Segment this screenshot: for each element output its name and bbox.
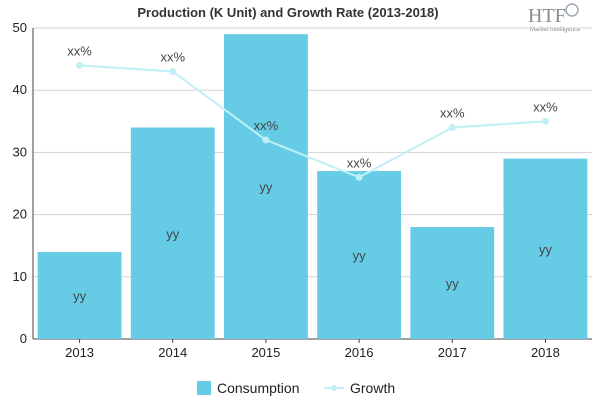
x-tick-label: 2014 — [158, 345, 187, 360]
growth-point — [76, 61, 84, 69]
bar-2017 — [410, 227, 495, 339]
consumption-bars — [37, 34, 588, 340]
bar-labels: yy yy yy yy yy yy — [73, 180, 552, 304]
growth-value-label: xx% — [160, 50, 185, 65]
growth-line — [79, 64, 546, 179]
growth-point — [169, 68, 177, 76]
legend-consumption-label: Consumption — [217, 380, 300, 396]
htf-logo: HTF Market Intelligence — [528, 3, 581, 33]
logo-text: HTF — [528, 5, 566, 27]
x-tick-label: 2015 — [251, 345, 280, 360]
x-tick-label: 2018 — [531, 345, 560, 360]
y-axis-ticks: 0 10 20 30 40 50 — [13, 20, 27, 346]
y-tick-label: 10 — [13, 269, 27, 284]
gridlines — [32, 27, 592, 340]
bar-2015 — [223, 34, 308, 339]
bar-value-label: yy — [259, 180, 273, 195]
growth-line-group: xx% xx% xx% xx% xx% xx% — [67, 43, 558, 181]
y-tick-label: 40 — [13, 82, 27, 97]
y-tick-label: 20 — [13, 207, 27, 222]
globe-icon — [565, 3, 579, 17]
growth-value-label: xx% — [67, 43, 92, 58]
y-tick-label: 30 — [13, 144, 27, 159]
growth-value-label: xx% — [254, 118, 279, 133]
legend: Consumption Growth — [197, 380, 395, 396]
growth-value-label: xx% — [347, 155, 372, 170]
chart-title: Production (K Unit) and Growth Rate (201… — [137, 5, 438, 20]
bar-2018 — [503, 158, 588, 339]
y-tick-label: 50 — [13, 20, 27, 35]
x-tick-label: 2016 — [345, 345, 374, 360]
legend-growth-marker — [331, 385, 337, 391]
growth-point — [448, 124, 456, 132]
growth-point — [541, 117, 549, 125]
growth-value-label: xx% — [440, 106, 465, 121]
bar-value-label: yy — [166, 226, 180, 241]
bar-value-label: yy — [539, 242, 553, 257]
growth-value-label: xx% — [533, 99, 558, 114]
x-tick-label: 2017 — [438, 345, 467, 360]
legend-growth-label: Growth — [350, 380, 395, 396]
bar-2013 — [37, 251, 122, 339]
legend-consumption-swatch — [197, 381, 211, 395]
x-tick-label: 2013 — [65, 345, 94, 360]
growth-point — [355, 173, 363, 181]
bar-2014 — [130, 127, 215, 340]
bar-value-label: yy — [353, 248, 367, 263]
bar-value-label: yy — [446, 276, 460, 291]
bar-2016 — [317, 171, 402, 339]
logo-tagline: Market Intelligence — [530, 27, 581, 33]
growth-point — [262, 136, 270, 144]
y-tick-label: 0 — [20, 331, 27, 346]
bar-value-label: yy — [73, 288, 87, 303]
x-axis-ticks: 2013 2014 2015 2016 2017 2018 — [65, 339, 560, 360]
